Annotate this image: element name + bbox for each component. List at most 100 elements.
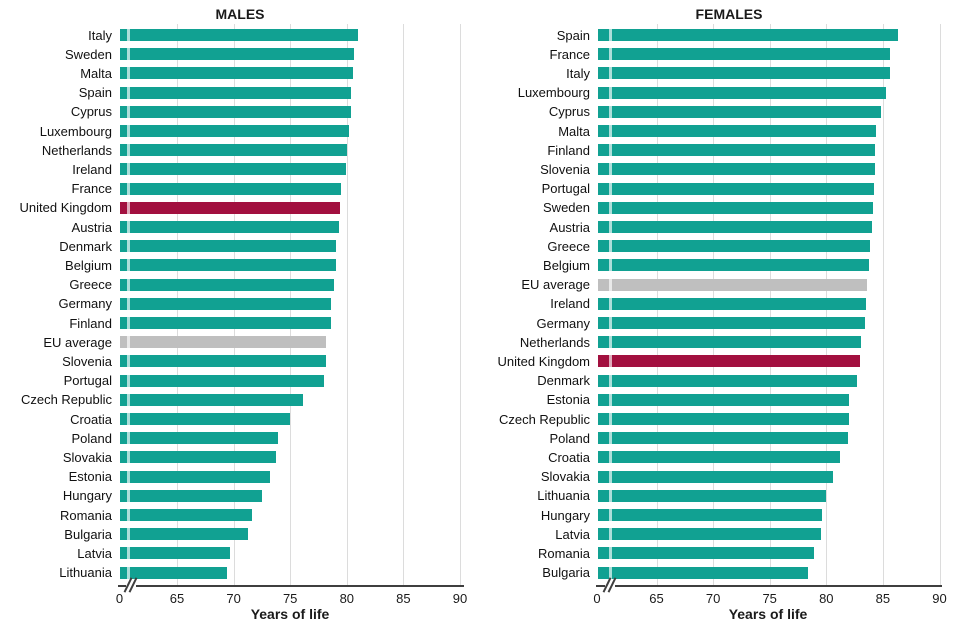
bar-greece	[598, 240, 871, 253]
bar-ireland	[120, 163, 346, 176]
bar-united-kingdom	[598, 355, 861, 368]
label-denmark: Denmark	[537, 373, 590, 389]
bar-denmark	[598, 374, 857, 387]
bar-italy	[120, 29, 359, 41]
label-spain: Spain	[556, 27, 590, 43]
bar-cyprus	[120, 105, 352, 118]
label-cyprus: Cyprus	[70, 104, 112, 120]
label-germany: Germany	[58, 296, 112, 312]
label-portugal: Portugal	[541, 181, 590, 197]
bar-romania	[120, 509, 252, 521]
tick-75: 75	[762, 591, 777, 606]
gridline-85	[403, 24, 405, 586]
label-italy: Italy	[566, 65, 590, 81]
label-austria: Austria	[71, 219, 112, 235]
bar-luxembourg	[120, 125, 350, 137]
tick-90: 90	[932, 591, 947, 606]
bar-france	[120, 182, 342, 195]
bar-italy	[598, 67, 890, 80]
bar-spain	[120, 86, 352, 99]
label-netherlands: Netherlands	[519, 334, 590, 350]
label-czech-republic: Czech Republic	[20, 392, 112, 408]
bar-portugal	[120, 374, 325, 387]
label-italy: Italy	[88, 27, 112, 43]
bar-hungary	[598, 509, 822, 521]
bar-latvia	[120, 547, 231, 560]
chart-title-males: MALES	[215, 6, 265, 22]
axis-break-strip	[609, 29, 612, 580]
bar-lithuania	[120, 566, 227, 579]
label-eu-average: EU average	[43, 334, 112, 350]
label-denmark: Denmark	[59, 238, 112, 254]
label-lithuania: Lithuania	[59, 565, 112, 581]
bar-hungary	[120, 489, 262, 502]
bar-eu-average	[120, 336, 327, 349]
gridline-80	[346, 24, 348, 586]
label-slovenia: Slovenia	[62, 353, 112, 369]
label-belgium: Belgium	[543, 257, 590, 273]
bar-eu-average	[598, 278, 868, 291]
label-bulgaria: Bulgaria	[542, 565, 590, 581]
label-romania: Romania	[59, 507, 112, 523]
label-united-kingdom: United Kingdom	[19, 200, 113, 216]
bar-cyprus	[598, 105, 881, 118]
bar-croatia	[598, 451, 840, 464]
label-croatia: Croatia	[70, 411, 112, 427]
bar-slovenia	[120, 355, 327, 368]
label-luxembourg: Luxembourg	[39, 123, 112, 139]
bar-united-kingdom	[120, 201, 340, 214]
label-romania: Romania	[537, 545, 590, 561]
bar-sweden	[120, 48, 354, 61]
label-ireland: Ireland	[72, 161, 112, 177]
tick-75: 75	[282, 591, 298, 606]
tick-85: 85	[875, 591, 891, 606]
label-estonia: Estonia	[68, 469, 112, 485]
bar-belgium	[598, 259, 870, 272]
gridline-90	[939, 24, 941, 586]
tick-65: 65	[169, 591, 185, 606]
x-axis-label-females: Years of life	[728, 606, 808, 622]
tick-90: 90	[452, 591, 468, 606]
bar-malta	[598, 125, 877, 137]
gridline-85	[882, 24, 884, 586]
bar-czech-republic	[598, 413, 849, 425]
label-ireland: Ireland	[550, 296, 590, 312]
label-latvia: Latvia	[77, 545, 112, 561]
axis-break-strip	[127, 29, 130, 580]
tick-70: 70	[226, 591, 241, 606]
bar-slovenia	[598, 163, 875, 176]
tick-0: 0	[115, 591, 124, 606]
label-luxembourg: Luxembourg	[517, 85, 590, 101]
x-axis-line	[596, 585, 942, 587]
bar-bulgaria	[120, 528, 249, 541]
bar-finland	[598, 144, 875, 157]
bar-poland	[598, 432, 848, 445]
label-finland: Finland	[547, 142, 590, 158]
bar-bulgaria	[598, 566, 809, 579]
bar-finland	[120, 317, 331, 329]
bar-romania	[598, 547, 814, 560]
label-spain: Spain	[78, 85, 112, 101]
label-greece: Greece	[547, 238, 590, 254]
bar-denmark	[120, 240, 336, 253]
label-poland: Poland	[549, 430, 590, 446]
tick-0: 0	[593, 591, 601, 606]
gridline-90	[460, 24, 461, 586]
label-hungary: Hungary	[540, 507, 590, 523]
tick-80: 80	[339, 591, 355, 606]
label-malta: Malta	[558, 123, 590, 139]
label-slovakia: Slovakia	[62, 449, 112, 465]
bar-greece	[120, 278, 335, 291]
bar-netherlands	[598, 336, 862, 349]
bar-sweden	[598, 201, 873, 214]
bar-poland	[120, 432, 278, 445]
bar-belgium	[120, 259, 336, 272]
bar-malta	[120, 67, 353, 80]
label-eu-average: EU average	[521, 277, 590, 293]
bar-estonia	[598, 393, 849, 406]
label-sweden: Sweden	[543, 200, 590, 216]
label-portugal: Portugal	[63, 373, 112, 389]
bar-latvia	[598, 528, 821, 541]
bar-estonia	[120, 470, 270, 483]
